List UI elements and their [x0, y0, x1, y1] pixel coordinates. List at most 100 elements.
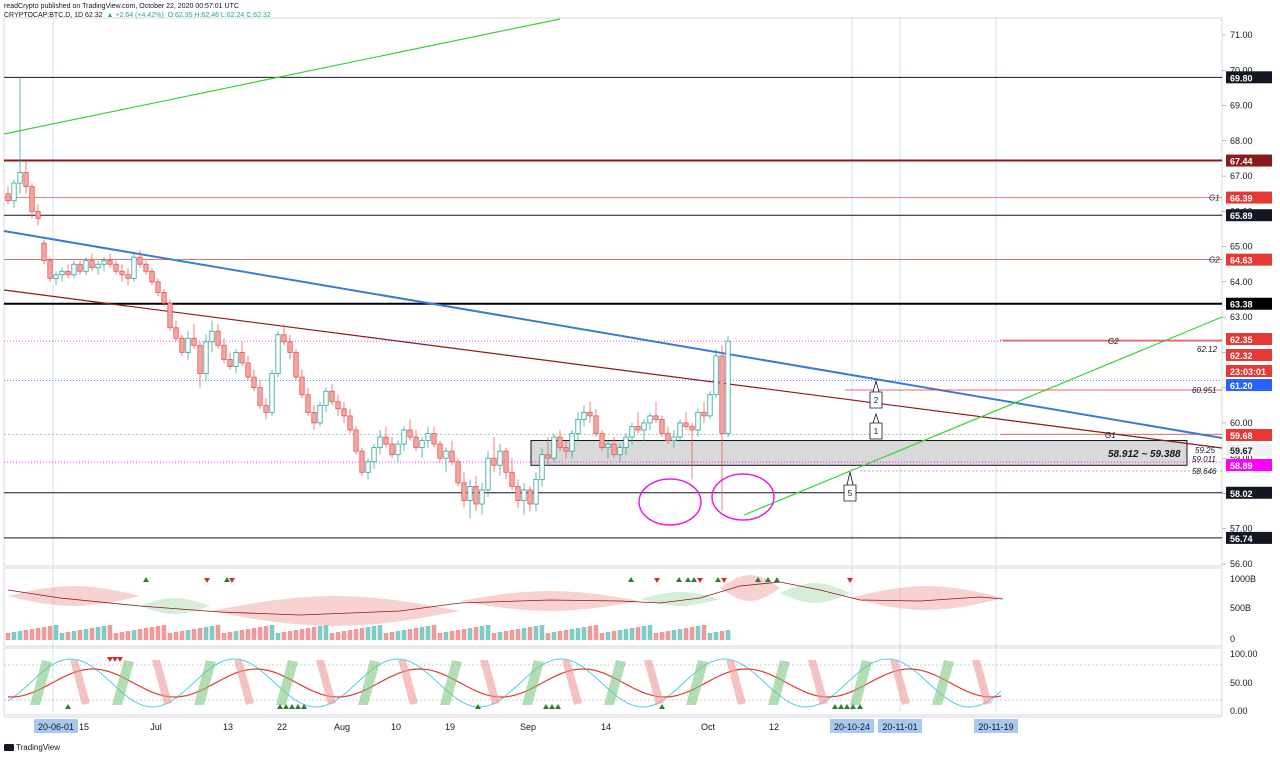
candle-body — [641, 422, 647, 431]
volume-bar — [83, 629, 89, 640]
volume-bar — [329, 633, 335, 640]
stoch-fill-up — [194, 660, 216, 705]
candle-body — [11, 182, 17, 202]
candle-body — [671, 436, 677, 441]
x-tick-label: 10 — [391, 722, 401, 732]
price-tag-62.32-bg — [1226, 349, 1272, 361]
candle-body — [335, 401, 341, 410]
volume-bar — [581, 627, 587, 640]
volume-bar — [491, 633, 497, 640]
volume-bar — [623, 629, 629, 640]
volume-bar — [503, 631, 509, 640]
volume-bar — [443, 632, 449, 640]
candle-body — [311, 411, 317, 424]
candle-body — [257, 387, 263, 406]
candle-body — [287, 341, 293, 353]
y-tick-label: 71.00 — [1230, 30, 1253, 40]
stoch-fill-down — [152, 660, 172, 705]
darkred-trendline — [3, 289, 1223, 449]
signal-up-icon — [755, 577, 761, 582]
annotation-g1: G1 — [1105, 431, 1116, 440]
stoch-signal-down-icon — [112, 657, 118, 662]
price-tag-62.35-bg — [1226, 333, 1272, 345]
volume-bar — [59, 633, 65, 640]
cloud-band-green — [780, 583, 850, 603]
candle-body — [371, 447, 377, 463]
signal-down-icon — [654, 578, 660, 583]
volume-bar — [455, 630, 461, 640]
volume-bar — [497, 632, 503, 640]
signal-up-icon — [715, 577, 721, 582]
cloud-band-red — [210, 596, 460, 626]
stoch-fill-down — [890, 660, 910, 705]
candle-body — [533, 478, 539, 505]
volume-bar — [299, 629, 305, 640]
candle-body — [551, 436, 557, 459]
candle-body — [83, 260, 89, 272]
x-tick-label: Jul — [150, 722, 162, 732]
cloud-band-red — [8, 586, 140, 606]
x-date-tag: 20-11-19 — [978, 722, 1013, 732]
price-tag-65.89-bg — [1226, 209, 1272, 222]
candle-body — [329, 390, 335, 403]
green-trendline-rising — [743, 316, 1223, 516]
signal-up-icon — [765, 577, 771, 582]
candle-body — [605, 443, 611, 449]
volume-bar — [677, 629, 683, 640]
candle-body — [635, 426, 641, 431]
price-tag-63.38-bg — [1226, 297, 1272, 310]
volume-bar — [149, 627, 155, 640]
candle-body — [695, 411, 701, 431]
tradingview-logo[interactable]: TradingView — [4, 743, 60, 752]
stoch-signal-up-icon — [857, 704, 863, 709]
candle-body — [65, 270, 71, 276]
volume-bar — [89, 628, 95, 640]
volume-bar — [449, 631, 455, 640]
candle-body — [563, 447, 569, 452]
volume-bar — [689, 627, 695, 640]
price-tag-59.67: 59.67 — [1230, 446, 1253, 456]
annotation-58-646: 58.646 — [1192, 467, 1217, 476]
price-tag-56.74-bg — [1226, 531, 1272, 544]
stoch-signal-up-icon — [549, 704, 555, 709]
signal-up-icon — [676, 577, 682, 582]
stoch-fill-up — [112, 660, 134, 705]
candle-body — [95, 263, 101, 269]
change-info: ▲ +2.64 (+4.42%) — [106, 12, 164, 19]
candle-body — [293, 351, 299, 378]
annotation-60-951: 60.951 — [1192, 386, 1216, 395]
x-date-tag-bg — [974, 719, 1018, 733]
y-tick-label: 57.00 — [1230, 524, 1253, 534]
stoch-axis-label: 50.00 — [1230, 678, 1253, 688]
candle-body — [593, 415, 599, 434]
volume-bar — [479, 626, 485, 640]
price-tag-63.38: 63.38 — [1230, 300, 1253, 310]
volume-bar — [563, 630, 569, 640]
candle-body — [707, 394, 713, 417]
candle-body — [29, 186, 35, 212]
stoch-pane-frame — [3, 647, 1223, 716]
candle-body — [269, 373, 275, 413]
candle-body — [77, 263, 83, 272]
signal-down-icon — [204, 578, 210, 583]
stoch-signal-down-icon — [107, 657, 113, 662]
candle-body — [35, 210, 41, 219]
volume-bar — [377, 625, 383, 640]
candle-body — [377, 436, 383, 449]
price-tag-58.89: 58.89 — [1230, 461, 1253, 471]
volume-bar — [215, 625, 221, 640]
y-tick-label: 64.00 — [1230, 277, 1253, 287]
stoch-signal-up-icon — [850, 704, 856, 709]
volume-bar — [209, 626, 215, 640]
countdown-tag-bg — [1226, 365, 1272, 377]
cloud-band-red — [850, 586, 1003, 610]
volume-bar — [509, 630, 515, 640]
candle-body — [701, 411, 707, 417]
stoch-fill-down — [398, 660, 418, 705]
annotation-62-12: 62.12 — [1197, 345, 1218, 354]
cloud-band-red — [720, 575, 780, 601]
y-tick-label: 67.00 — [1230, 171, 1253, 181]
volume-bar — [305, 628, 311, 640]
candle-body — [515, 486, 521, 501]
